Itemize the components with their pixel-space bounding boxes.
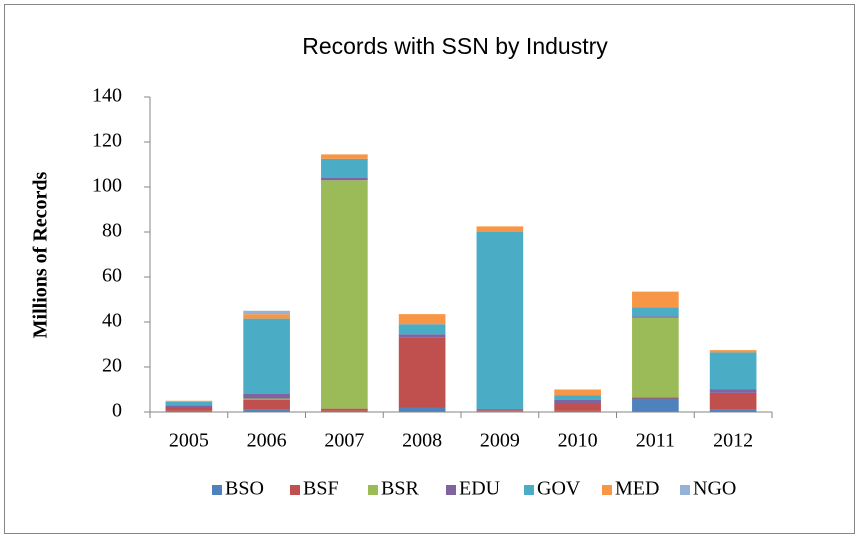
bar-segment — [709, 409, 757, 412]
y-tick-label: 120 — [92, 130, 122, 152]
bar-segment — [476, 410, 524, 412]
bar-segment — [398, 324, 446, 335]
bar-segment — [321, 154, 368, 159]
y-tick-label: 100 — [92, 175, 122, 197]
y-tick-label: 80 — [102, 220, 122, 242]
y-tick-label: 40 — [102, 310, 122, 332]
chart-title: Records with SSN by Industry — [302, 33, 608, 59]
bar-segment — [321, 180, 368, 409]
x-tick-label: 2005 — [169, 430, 209, 452]
bar-segment — [243, 409, 290, 412]
x-tick-label: 2006 — [247, 430, 287, 452]
chart-frame — [4, 4, 855, 534]
bar-segment — [632, 307, 679, 317]
x-tick-label: 2008 — [402, 430, 442, 452]
y-tick-label: 20 — [102, 355, 122, 377]
bar-segment — [321, 408, 368, 411]
legend-label: MED — [615, 478, 659, 500]
legend-swatch — [446, 485, 456, 495]
bar-segment — [554, 410, 601, 412]
bar-segment — [165, 410, 213, 412]
legend-label: BSF — [303, 478, 339, 500]
bar-segment — [554, 389, 601, 396]
y-axis-label: Millions of Records — [30, 171, 52, 338]
y-tick-label: 60 — [102, 265, 122, 287]
bar-segment — [476, 226, 524, 232]
bar-segment — [243, 398, 290, 400]
bar-segment — [709, 389, 757, 393]
bar-segment — [709, 350, 757, 353]
legend-label: BSR — [381, 478, 419, 500]
x-tick-label: 2007 — [324, 430, 364, 452]
x-tick-label: 2009 — [480, 430, 520, 452]
x-tick-label: 2012 — [713, 430, 753, 452]
bar-segment — [632, 397, 679, 399]
bar-segment — [165, 405, 213, 408]
bar-segment — [398, 337, 446, 408]
bar-segment — [709, 352, 757, 390]
bar-segment — [398, 314, 446, 325]
legend-label: GOV — [537, 478, 581, 500]
legend-swatch — [524, 485, 534, 495]
bar-segment — [398, 334, 446, 338]
bar-segment — [165, 407, 213, 411]
bar-segment — [398, 407, 446, 412]
bar-segment — [321, 158, 368, 178]
legend-swatch — [602, 485, 612, 495]
legend-swatch — [290, 485, 300, 495]
bar-segment — [243, 314, 290, 319]
bar-segment — [243, 318, 290, 394]
legend-label: EDU — [459, 478, 501, 500]
bar-segment — [243, 310, 290, 315]
bar-segment — [165, 400, 213, 402]
x-tick-label: 2010 — [558, 430, 598, 452]
bar-segment — [632, 398, 679, 412]
legend-swatch — [680, 485, 690, 495]
bar-segment — [632, 317, 679, 398]
bar-segment — [243, 399, 290, 410]
bar-segment — [554, 403, 601, 411]
bar-segment — [243, 394, 290, 399]
bar-segment — [165, 401, 213, 406]
y-tick-label: 140 — [92, 85, 122, 107]
bar-segment — [632, 316, 679, 318]
bar-segment — [709, 392, 757, 410]
bar-segment — [632, 291, 679, 308]
legend-swatch — [368, 485, 378, 495]
x-tick-label: 2011 — [636, 430, 675, 452]
bar-segment — [321, 178, 368, 181]
legend-label: BSO — [225, 478, 264, 500]
bar-segment — [476, 232, 524, 410]
bar-segment — [476, 409, 524, 411]
legend-label: NGO — [693, 478, 736, 500]
y-tick-label: 0 — [112, 400, 122, 422]
legend-swatch — [212, 485, 222, 495]
bar-segment — [321, 410, 368, 412]
bar-segment — [554, 395, 601, 400]
bar-segment — [554, 399, 601, 403]
